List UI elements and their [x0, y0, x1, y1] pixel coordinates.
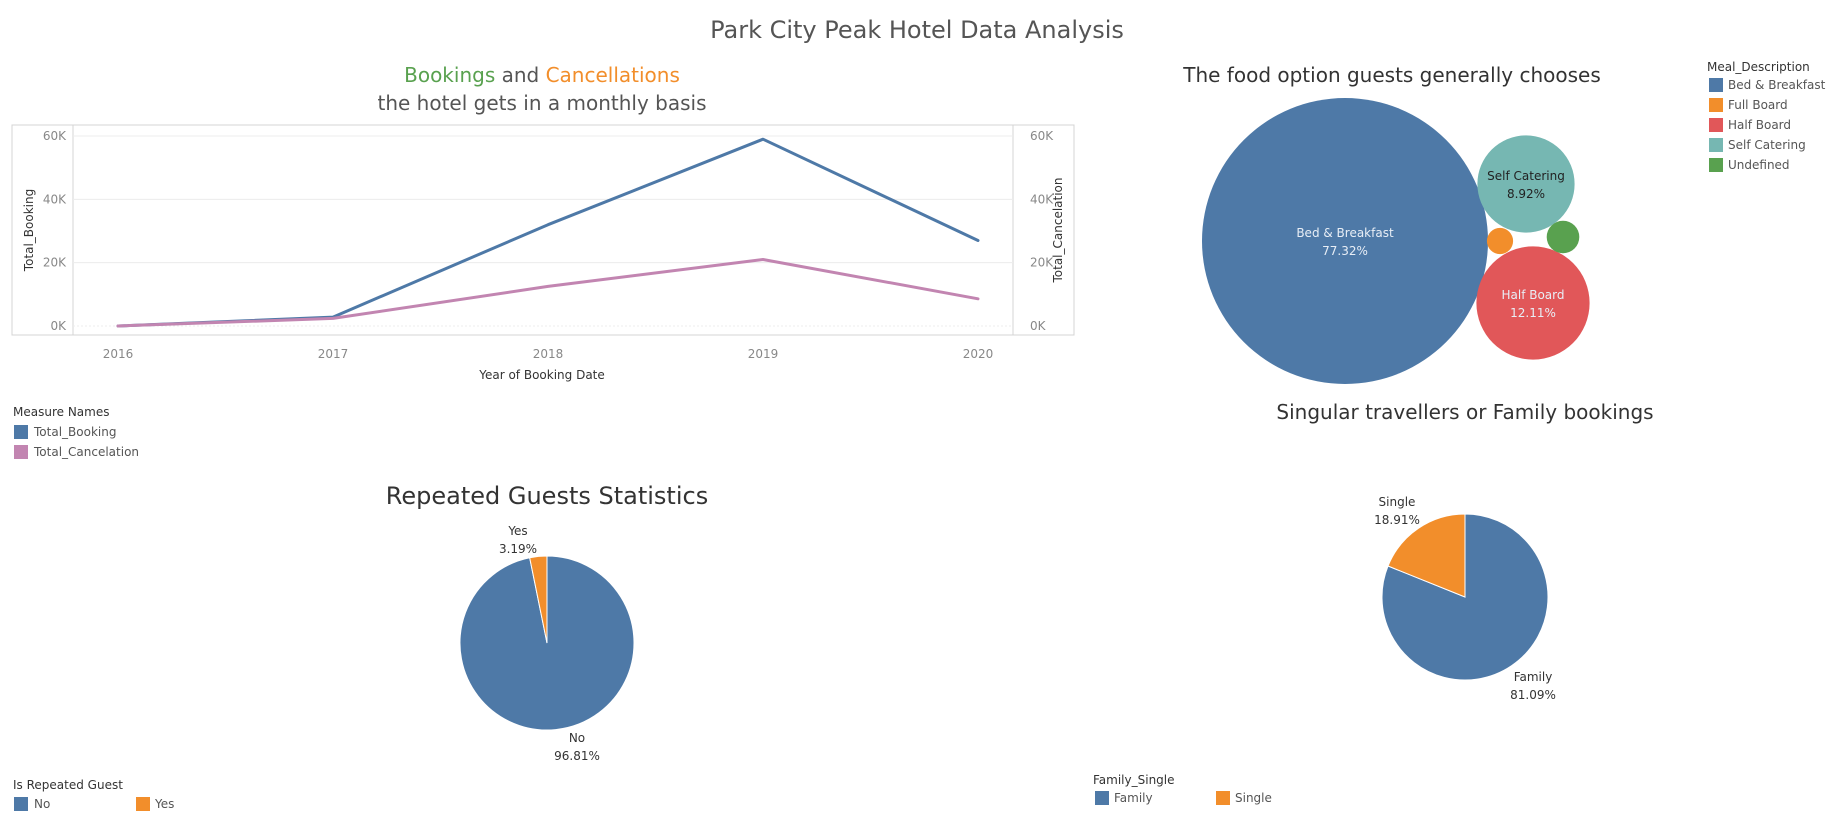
family-label-family: Family: [1514, 670, 1553, 684]
line-legend-label-cancel: Total_Cancelation: [33, 445, 139, 459]
meal-legend-swatch-0: [1709, 78, 1723, 92]
pie-slice-yes: [529, 555, 548, 644]
line-chart-title-part-3: Cancellations: [546, 63, 680, 87]
line-x-ticks: 2016 2017 2018 2019 2020: [103, 347, 994, 361]
meal-legend-label-1: Full Board: [1728, 98, 1788, 112]
line-y-ticks-right: 0K 20K 40K 60K: [1030, 129, 1054, 333]
family-legend-swatch-single: [1216, 791, 1230, 805]
family-legend-swatch-family: [1095, 791, 1109, 805]
line-legend-label-booking: Total_Booking: [33, 425, 116, 439]
line-x-tick: 2020: [963, 347, 994, 361]
meal-chart-title: The food option guests generally chooses: [1182, 63, 1601, 87]
line-y-tick-right: 0K: [1030, 319, 1047, 333]
line-y-tick-right: 60K: [1030, 129, 1054, 143]
repeated-legend-swatch-yes: [136, 797, 150, 811]
line-y-tick-left: 60K: [43, 129, 67, 143]
family-legend-label-single: Single: [1235, 791, 1272, 805]
bubble-half-board: [1476, 246, 1590, 360]
family-pie-group: [1381, 513, 1549, 681]
bookings-line-chart: Bookings and Cancellations the hotel get…: [11, 63, 1075, 459]
line-chart-title-part-1: Bookings: [404, 63, 495, 87]
pie-slice-family: [1381, 513, 1549, 681]
meal-legend-label-2: Half Board: [1728, 118, 1791, 132]
line-legend-swatch-cancel: [14, 445, 28, 459]
repeated-legend-label-no: No: [34, 797, 50, 811]
line-gridlines: [73, 135, 1013, 327]
meal-legend-label-0: Bed & Breakfast: [1728, 78, 1826, 92]
meal-bubbles-group: Bed & Breakfast 77.32% Half Board 12.11% Sel…: [1202, 98, 1590, 384]
family-chart-title: Singular travellers or Family bookings: [1276, 400, 1653, 424]
bubble-bed-breakfast: [1202, 98, 1488, 384]
line-y-tick-right: 40K: [1030, 192, 1054, 206]
bubble-value-self-catering: 8.92%: [1507, 187, 1545, 201]
repeated-chart-title: Repeated Guests Statistics: [386, 482, 708, 510]
family-value-family: 81.09%: [1510, 688, 1556, 702]
dashboard-title: Park City Peak Hotel Data Analysis: [710, 16, 1124, 44]
line-y2-axis-label: Total_Cancelation: [1051, 177, 1065, 283]
meal-bubble-chart: The food option guests generally chooses…: [1182, 60, 1826, 384]
family-label-single: Single: [1379, 495, 1416, 509]
line-chart-title-part-2: and: [495, 63, 545, 87]
repeated-value-no: 96.81%: [554, 749, 600, 763]
line-legend-title: Measure Names: [13, 405, 109, 419]
bubble-label-self-catering: Self Catering: [1487, 169, 1565, 183]
line-series-total-booking: [116, 137, 980, 328]
meal-legend-label-3: Self Catering: [1728, 138, 1806, 152]
line-series-total-cancelation: [116, 258, 980, 328]
line-y-tick-right: 20K: [1030, 256, 1054, 270]
bubble-self-catering: [1477, 135, 1575, 233]
repeated-guests-pie-chart: Repeated Guests Statistics Yes 3.19% No …: [13, 482, 708, 811]
line-x-tick: 2019: [748, 347, 779, 361]
bubble-full-board: [1486, 227, 1514, 255]
meal-legend-swatch-2: [1709, 118, 1723, 132]
line-y-tick-left: 20K: [43, 256, 67, 270]
family-value-single: 18.91%: [1374, 513, 1420, 527]
line-y-ticks-left: 0K 20K 40K 60K: [43, 129, 67, 333]
line-plot-frame: [11, 124, 1075, 336]
line-legend: Measure Names Total_Booking Total_Cancel…: [13, 405, 139, 459]
repeated-value-yes: 3.19%: [499, 542, 537, 556]
repeated-legend: Is Repeated Guest No Yes: [13, 778, 174, 811]
bubble-undefined: [1546, 220, 1580, 254]
repeated-label-yes: Yes: [507, 524, 527, 538]
repeated-pie-group: [459, 555, 635, 731]
line-chart-title: Bookings and Cancellations: [404, 63, 680, 87]
line-y-axis-label: Total_Booking: [22, 189, 36, 272]
line-x-axis-label: Year of Booking Date: [478, 368, 605, 382]
pie-slice-single: [1387, 513, 1466, 598]
meal-legend-swatch-1: [1709, 98, 1723, 112]
family-single-pie-chart: Singular travellers or Family bookings S…: [1093, 400, 1654, 805]
repeated-legend-title: Is Repeated Guest: [13, 778, 123, 792]
meal-legend-title: Meal_Description: [1707, 60, 1810, 74]
meal-legend-swatch-3: [1709, 138, 1723, 152]
line-x-tick: 2016: [103, 347, 134, 361]
line-y-tick-left: 0K: [50, 319, 67, 333]
line-x-tick: 2018: [533, 347, 564, 361]
meal-legend-swatch-4: [1709, 158, 1723, 172]
line-series-group: [116, 137, 980, 328]
family-legend: Family_Single Family Single: [1093, 773, 1272, 805]
meal-legend: Meal_Description Bed & Breakfast Full Bo…: [1707, 60, 1826, 172]
repeated-legend-swatch-no: [14, 797, 28, 811]
line-legend-swatch-booking: [14, 425, 28, 439]
meal-legend-label-4: Undefined: [1728, 158, 1790, 172]
bubble-value-half-board: 12.11%: [1510, 306, 1556, 320]
bubble-label-half-board: Half Board: [1501, 288, 1564, 302]
family-legend-title: Family_Single: [1093, 773, 1175, 787]
bubble-label-bed-breakfast: Bed & Breakfast: [1296, 226, 1394, 240]
repeated-label-no: No: [569, 731, 585, 745]
line-y-tick-left: 40K: [43, 192, 67, 206]
line-chart-subtitle: the hotel gets in a monthly basis: [378, 91, 707, 115]
bubble-value-bed-breakfast: 77.32%: [1322, 244, 1368, 258]
repeated-legend-label-yes: Yes: [154, 797, 174, 811]
family-legend-label-family: Family: [1114, 791, 1153, 805]
line-x-tick: 2017: [318, 347, 349, 361]
